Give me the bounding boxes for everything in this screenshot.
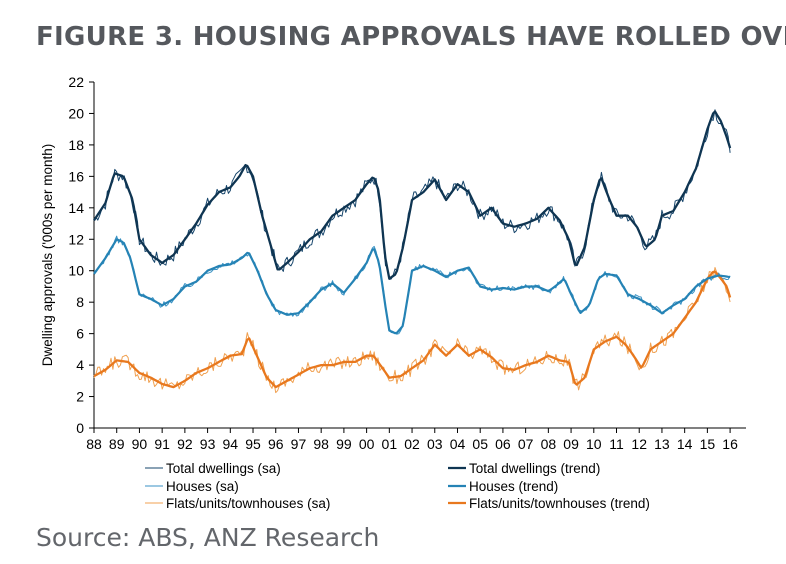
x-tick-label: 02 — [404, 436, 420, 452]
x-tick-label: 00 — [359, 436, 375, 452]
legend-label-total-dwellings-sa: Total dwellings (sa) — [166, 461, 281, 476]
legend-label-total-dwellings-trend: Total dwellings (trend) — [469, 461, 600, 476]
x-tick-label: 08 — [541, 436, 557, 452]
series-line-total-dwellings-trend — [93, 110, 732, 280]
source-note: Source: ABS, ANZ Research — [36, 523, 380, 552]
legend-label-flats-units-townhouses-trend: Flats/units/townhouses (trend) — [469, 496, 650, 511]
y-tick-label: 10 — [68, 263, 84, 279]
y-tick-label: 8 — [76, 294, 84, 310]
x-tick-label: 90 — [132, 436, 148, 452]
x-tick-label: 15 — [700, 436, 716, 452]
x-tick-label: 04 — [450, 436, 466, 452]
x-tick-label: 91 — [154, 436, 170, 452]
x-tick-label: 03 — [427, 436, 443, 452]
x-tick-label: 94 — [223, 436, 239, 452]
y-tick-label: 6 — [76, 326, 84, 342]
series-line-total-dwellings-sa — [93, 109, 731, 280]
x-tick-label: 01 — [382, 436, 398, 452]
x-tick-label: 95 — [245, 436, 261, 452]
x-tick-label: 89 — [109, 436, 125, 452]
x-tick-label: 12 — [631, 436, 647, 452]
series-line-flats-units-townhouses-sa — [93, 267, 731, 394]
y-tick-label: 18 — [68, 137, 84, 153]
x-tick-label: 99 — [336, 436, 352, 452]
y-tick-label: 20 — [68, 105, 84, 121]
y-tick-label: 4 — [76, 357, 84, 373]
y-axis-label: Dwelling approvals ('000s per month) — [40, 144, 55, 366]
x-tick-label: 16 — [722, 436, 738, 452]
x-tick-label: 98 — [313, 436, 329, 452]
y-tick-label: 12 — [68, 231, 84, 247]
x-tick-label: 96 — [268, 436, 284, 452]
series-line-houses-trend — [93, 238, 731, 335]
x-tick-label: 09 — [563, 436, 579, 452]
legend-label-houses-trend: Houses (trend) — [469, 479, 558, 494]
x-tick-label: 05 — [472, 436, 488, 452]
y-tick-label: 22 — [68, 74, 84, 90]
x-tick-label: 97 — [291, 436, 307, 452]
legend-label-flats-units-townhouses-sa: Flats/units/townhouses (sa) — [166, 496, 330, 511]
chart-title: FIGURE 3. HOUSING APPROVALS HAVE ROLLED … — [36, 22, 786, 52]
x-tick-label: 07 — [518, 436, 534, 452]
y-tick-label: 14 — [68, 200, 84, 216]
chart-series-group — [93, 109, 732, 394]
y-tick-label: 16 — [68, 168, 84, 184]
series-line-flats-units-townhouses-trend — [93, 270, 732, 389]
legend-label-houses-sa: Houses (sa) — [166, 479, 239, 494]
y-tick-label: 2 — [76, 389, 84, 405]
x-tick-label: 11 — [609, 436, 624, 452]
x-tick-label: 06 — [495, 436, 511, 452]
x-tick-label: 93 — [200, 436, 216, 452]
x-tick-label: 10 — [586, 436, 602, 452]
x-tick-label: 13 — [654, 436, 670, 452]
chart-legend: Total dwellings (sa) Total dwellings (tre… — [145, 461, 650, 511]
x-tick-label: 88 — [86, 436, 102, 452]
x-tick-label: 14 — [677, 436, 693, 452]
x-tick-label: 92 — [177, 436, 193, 452]
y-tick-label: 0 — [76, 420, 84, 436]
